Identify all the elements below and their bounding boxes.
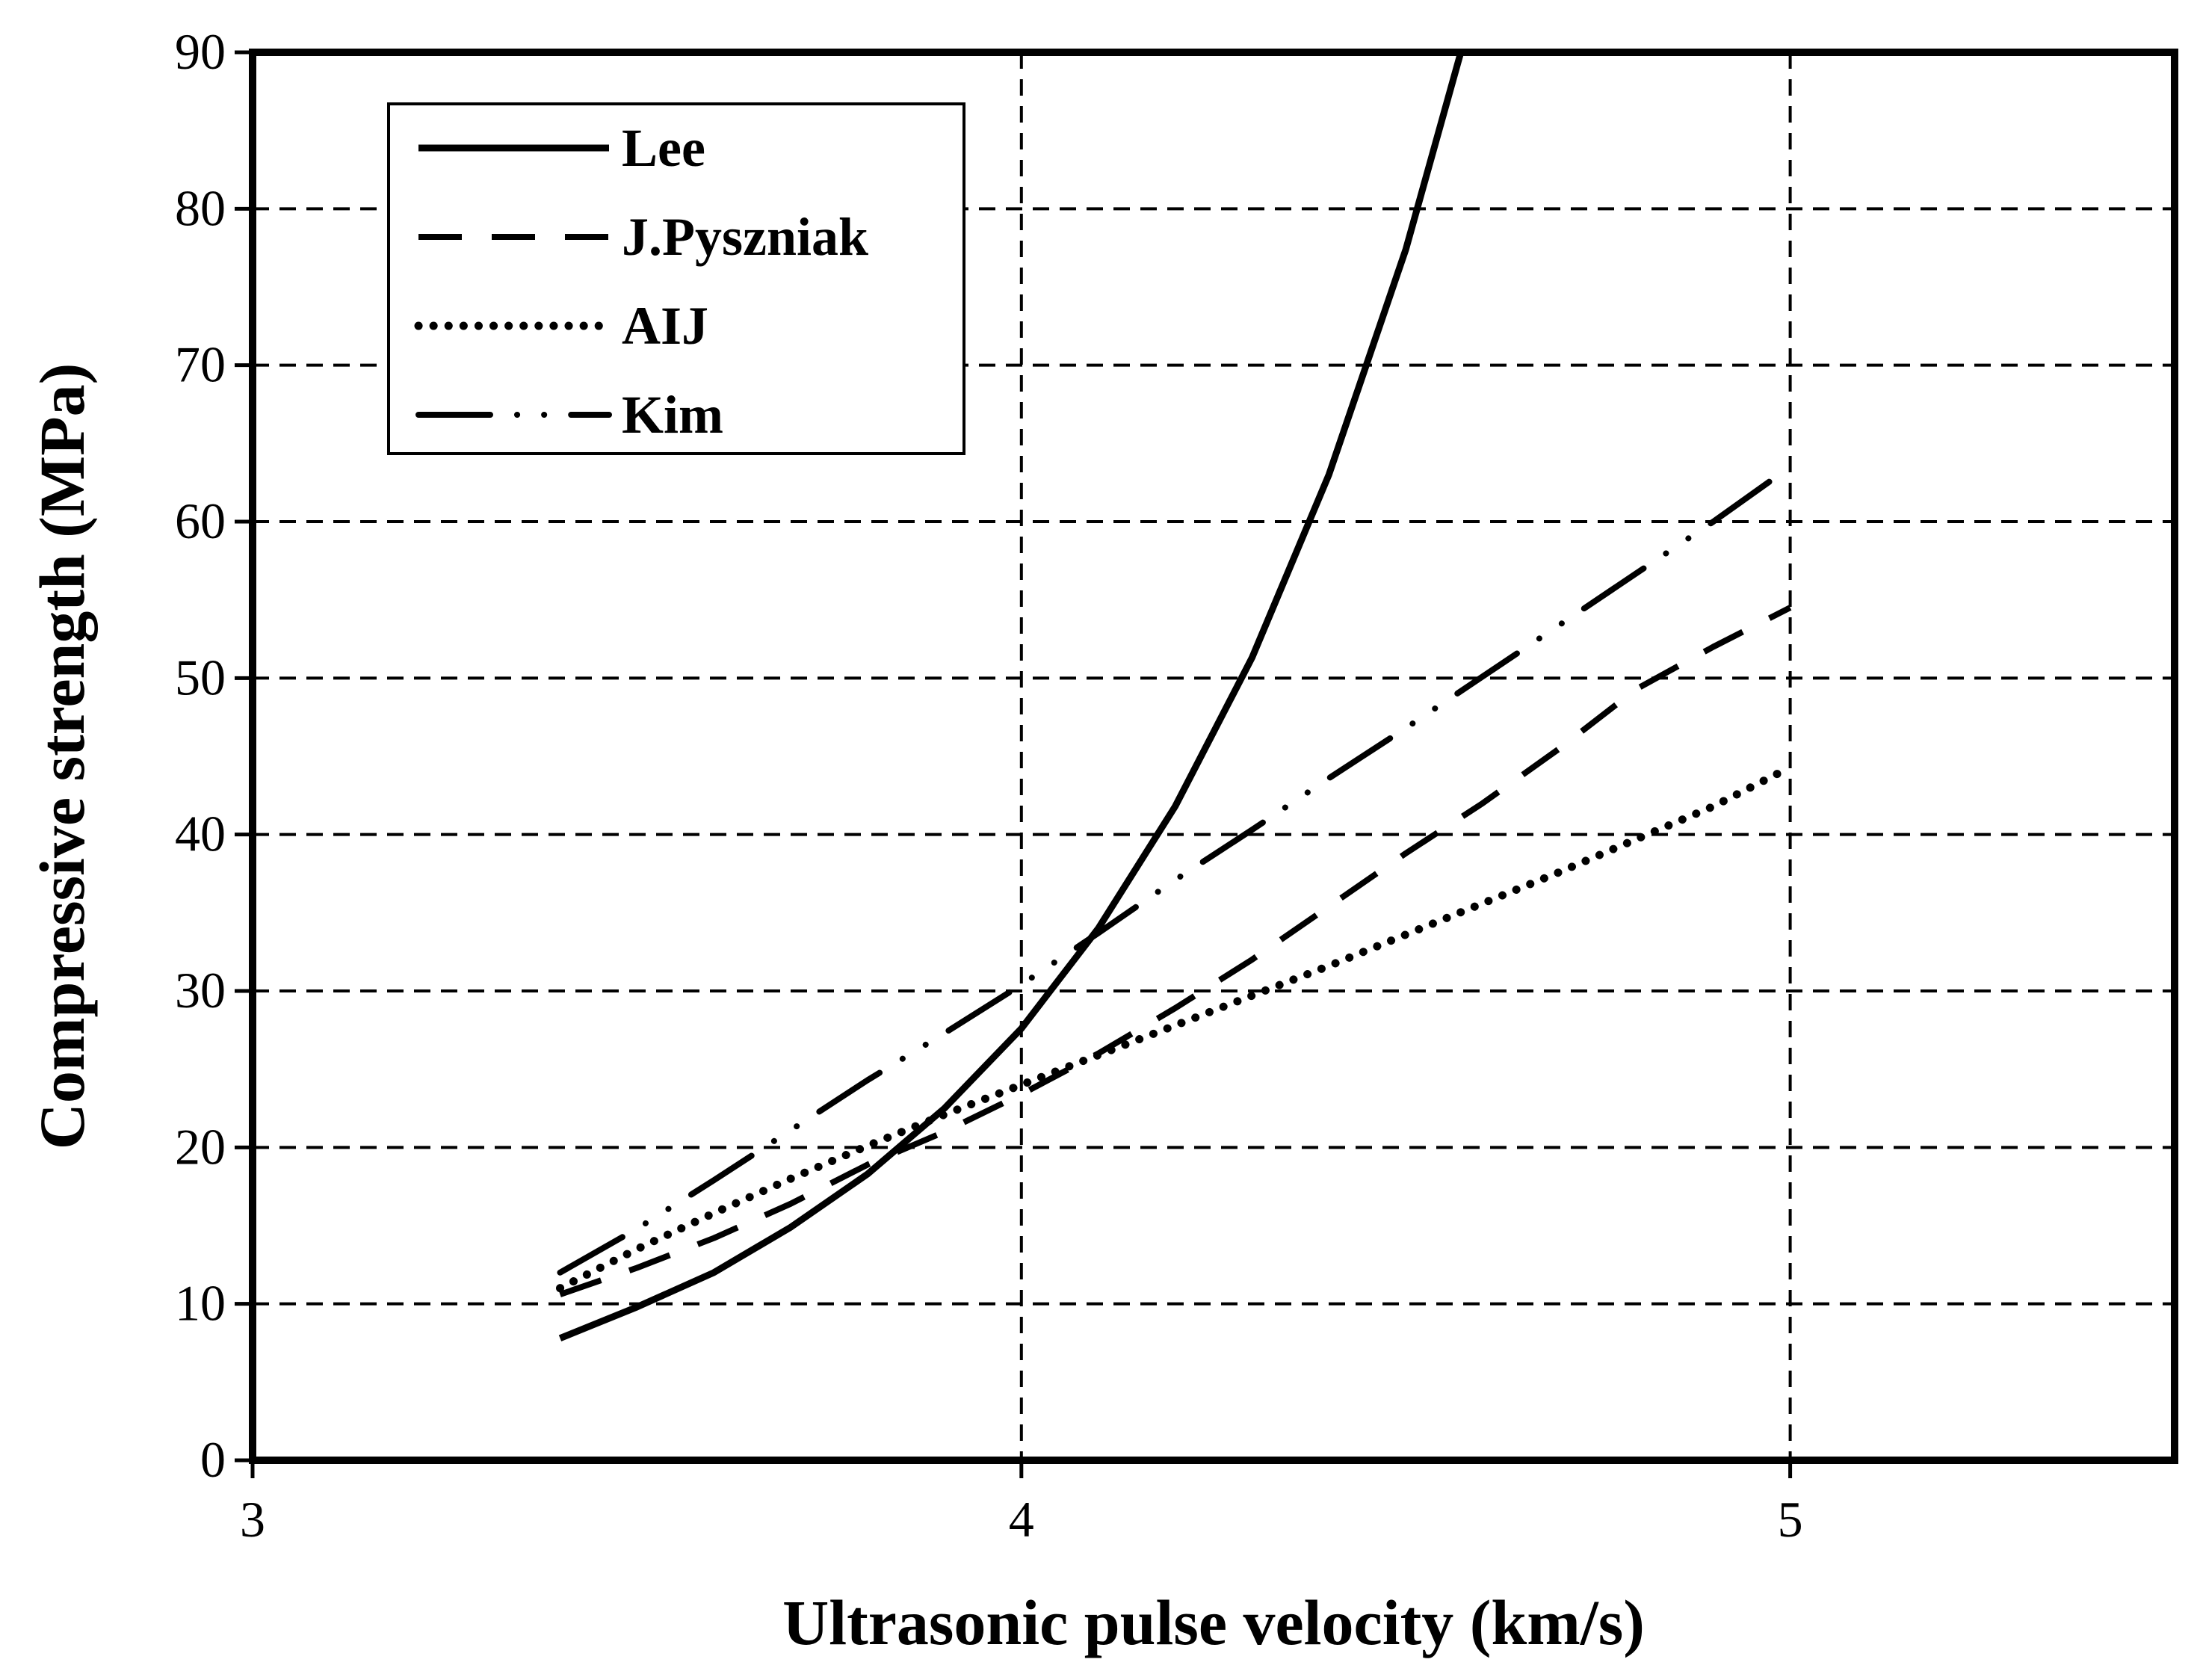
series-group — [556, 52, 1795, 1341]
legend: Lee J.Pyszniak AIJ Kim — [387, 102, 965, 455]
y-tick-label-80: 80 — [175, 179, 226, 236]
plot-frame — [249, 49, 2178, 1464]
series-line-lee — [558, 52, 1465, 1341]
legend-label-2: AIJ — [622, 296, 708, 356]
x-tick-label-5: 5 — [1778, 1491, 1803, 1548]
legend-label-0: Lee — [622, 118, 705, 178]
y-tick-label-90: 90 — [175, 23, 226, 80]
y-tick-label-0: 0 — [200, 1431, 226, 1488]
y-tick-label-10: 10 — [175, 1275, 226, 1332]
x-axis-title: Ultrasonic pulse velocity (km/s) — [782, 1587, 1645, 1658]
legend-label-1: J.Pyszniak — [622, 207, 868, 267]
y-tick-label-70: 70 — [175, 336, 226, 393]
legend-label-3: Kim — [622, 385, 723, 445]
x-tick-label-4: 4 — [1009, 1491, 1034, 1548]
series-line-j-pyszniak — [559, 605, 1792, 1297]
series-line-aij — [556, 763, 1795, 1293]
x-tick-label-3: 3 — [240, 1491, 265, 1548]
y-tick-label-60: 60 — [175, 492, 226, 549]
y-tick-label-50: 50 — [175, 649, 226, 705]
series-line-kim — [557, 463, 1793, 1276]
y-tick-label-30: 30 — [175, 962, 226, 1019]
y-tick-label-40: 40 — [175, 806, 226, 862]
grid-lines — [253, 52, 2175, 1460]
y-axis-title: Compressive strength (MPa) — [26, 363, 98, 1150]
legend-entries: Lee J.Pyszniak AIJ Kim — [414, 118, 868, 445]
legend-box — [387, 102, 965, 455]
axis-ticks: 0 10 20 30 40 50 60 70 80 90 3 4 5 — [175, 23, 1803, 1548]
y-tick-label-20: 20 — [175, 1118, 226, 1175]
